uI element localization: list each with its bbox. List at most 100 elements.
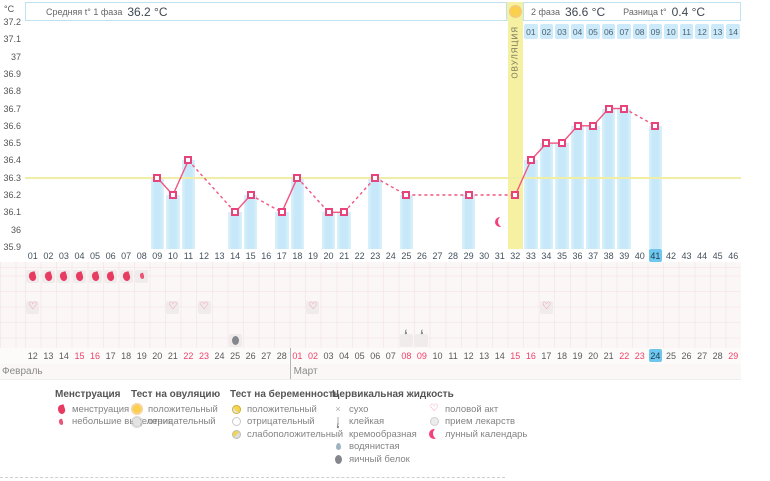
calendar-date-cell[interactable]: 15 — [510, 350, 521, 361]
temperature-point[interactable] — [231, 208, 240, 217]
cycle-day-cell[interactable]: 29 — [463, 250, 474, 261]
menstruation-cell[interactable] — [88, 269, 102, 283]
creamy-cell[interactable]: , — [415, 329, 429, 347]
cycle-day-cell[interactable]: 23 — [370, 250, 381, 261]
calendar-date-cell[interactable]: 28 — [712, 350, 723, 361]
cycle-day-cell[interactable]: 17 — [276, 250, 287, 261]
menstruation-cell[interactable] — [119, 269, 133, 283]
calendar-date-cell[interactable]: 19 — [572, 350, 583, 361]
intercourse-cell[interactable]: ♡ — [539, 300, 553, 314]
cycle-day-cell[interactable]: 38 — [603, 250, 614, 261]
temperature-point[interactable] — [340, 208, 349, 217]
calendar-date-cell[interactable]: 13 — [479, 350, 490, 361]
menstruation-cell[interactable] — [57, 269, 71, 283]
cycle-day-cell[interactable]: 24 — [385, 250, 396, 261]
calendar-date-cell[interactable]: 19 — [136, 350, 147, 361]
calendar-date-cell[interactable]: 26 — [245, 350, 256, 361]
calendar-date-cell[interactable]: 14 — [494, 350, 505, 361]
calendar-date-cell[interactable]: 08 — [401, 350, 412, 361]
temperature-point[interactable] — [153, 173, 162, 182]
calendar-date-cell[interactable]: 13 — [43, 350, 54, 361]
temperature-point[interactable] — [620, 104, 629, 113]
temperature-point[interactable] — [402, 191, 411, 199]
cycle-day-cell[interactable]: 37 — [588, 250, 599, 261]
cycle-day-cell[interactable]: 32 — [510, 250, 521, 261]
cycle-day-cell[interactable]: 39 — [619, 250, 630, 261]
cycle-day-cell[interactable]: 33 — [525, 250, 536, 261]
temperature-point[interactable] — [246, 191, 255, 199]
calendar-date-cell[interactable]: 23 — [198, 350, 209, 361]
cycle-day-cell[interactable]: 13 — [214, 250, 225, 261]
cycle-day-cell[interactable]: 10 — [167, 250, 178, 261]
cycle-day-cell[interactable]: 14 — [230, 250, 241, 261]
cycle-day-cell[interactable]: 20 — [323, 250, 334, 261]
cycle-day-cell[interactable]: 02 — [43, 250, 54, 261]
calendar-date-cell[interactable]: 12 — [27, 350, 38, 361]
calendar-date-cell[interactable]: 26 — [681, 350, 692, 361]
calendar-date-cell[interactable]: 18 — [556, 350, 567, 361]
cycle-day-cell[interactable]: 03 — [58, 250, 69, 261]
cycle-day-cell[interactable]: 36 — [572, 250, 583, 261]
cycle-day-cell[interactable]: 45 — [712, 250, 723, 261]
calendar-date-cell[interactable]: 20 — [588, 350, 599, 361]
cycle-day-cell[interactable]: 31 — [494, 250, 505, 261]
cycle-day-cell[interactable]: 40 — [634, 250, 645, 261]
temperature-point[interactable] — [371, 173, 380, 182]
temperature-point[interactable] — [604, 104, 613, 113]
calendar-date-cell[interactable]: 15 — [74, 350, 85, 361]
cycle-day-cell[interactable]: 15 — [245, 250, 256, 261]
cycle-day-cell[interactable]: 44 — [697, 250, 708, 261]
temperature-point[interactable] — [526, 156, 535, 165]
calendar-date-cell[interactable]: 21 — [603, 350, 614, 361]
calendar-date-cell[interactable]: 14 — [58, 350, 69, 361]
cycle-day-cell[interactable]: 16 — [261, 250, 272, 261]
intercourse-cell[interactable]: ♡ — [197, 300, 211, 314]
cycle-day-cell[interactable]: 12 — [198, 250, 209, 261]
calendar-date-cell[interactable]: 21 — [167, 350, 178, 361]
calendar-date-cell[interactable]: 27 — [697, 350, 708, 361]
calendar-date-cell[interactable]: 17 — [105, 350, 116, 361]
calendar-date-cell[interactable]: 22 — [183, 350, 194, 361]
temperature-point[interactable] — [511, 191, 520, 199]
calendar-date-cell[interactable]: 07 — [385, 350, 396, 361]
calendar-date-cell[interactable]: 17 — [541, 350, 552, 361]
calendar-date-cell[interactable]: 06 — [370, 350, 381, 361]
cycle-day-cell[interactable]: 27 — [432, 250, 443, 261]
cycle-day-cell[interactable]: 21 — [339, 250, 350, 261]
cycle-day-cell[interactable]: 19 — [307, 250, 318, 261]
temperature-point[interactable] — [558, 139, 566, 148]
temperature-point[interactable] — [542, 139, 551, 148]
calendar-date-cell[interactable]: 09 — [416, 350, 427, 361]
calendar-date-cell[interactable]: 24 — [214, 350, 225, 361]
calendar-date-cell[interactable]: 10 — [432, 350, 443, 361]
calendar-date-cell[interactable]: 16 — [90, 350, 101, 361]
calendar-date-cell[interactable]: 16 — [525, 350, 536, 361]
cycle-day-cell[interactable]: 34 — [541, 250, 552, 261]
cycle-day-cell[interactable]: 28 — [448, 250, 459, 261]
calendar-date-cell[interactable]: 22 — [619, 350, 630, 361]
cycle-day-cell[interactable]: 09 — [152, 250, 163, 261]
temperature-point[interactable] — [324, 208, 333, 217]
intercourse-cell[interactable]: ♡ — [166, 300, 180, 314]
creamy-cell[interactable]: , — [399, 329, 413, 347]
calendar-date-cell[interactable]: 25 — [665, 350, 676, 361]
cycle-day-cell[interactable]: 11 — [183, 250, 194, 261]
calendar-date-cell[interactable]: 11 — [448, 350, 458, 361]
cycle-day-cell[interactable]: 07 — [121, 250, 132, 261]
cycle-day-cell[interactable]: 04 — [74, 250, 85, 261]
menstruation-cell[interactable] — [104, 269, 118, 283]
calendar-date-cell[interactable]: 03 — [323, 350, 334, 361]
cycle-day-cell[interactable]: 46 — [728, 250, 739, 261]
temperature-point[interactable] — [168, 191, 177, 199]
calendar-date-cell[interactable]: 24 — [648, 349, 663, 362]
calendar-date-cell[interactable]: 23 — [634, 350, 645, 361]
cycle-day-cell[interactable]: 35 — [556, 250, 567, 261]
calendar-date-cell[interactable]: 12 — [463, 350, 474, 361]
cycle-day-cell[interactable]: 08 — [136, 250, 147, 261]
cycle-day-cell[interactable]: 01 — [27, 250, 38, 261]
spotting-cell[interactable] — [135, 269, 149, 283]
cycle-day-cell[interactable]: 30 — [479, 250, 490, 261]
calendar-date-cell[interactable]: 02 — [307, 350, 318, 361]
calendar-date-cell[interactable]: 05 — [354, 350, 365, 361]
cycle-day-cell[interactable]: 22 — [354, 250, 365, 261]
